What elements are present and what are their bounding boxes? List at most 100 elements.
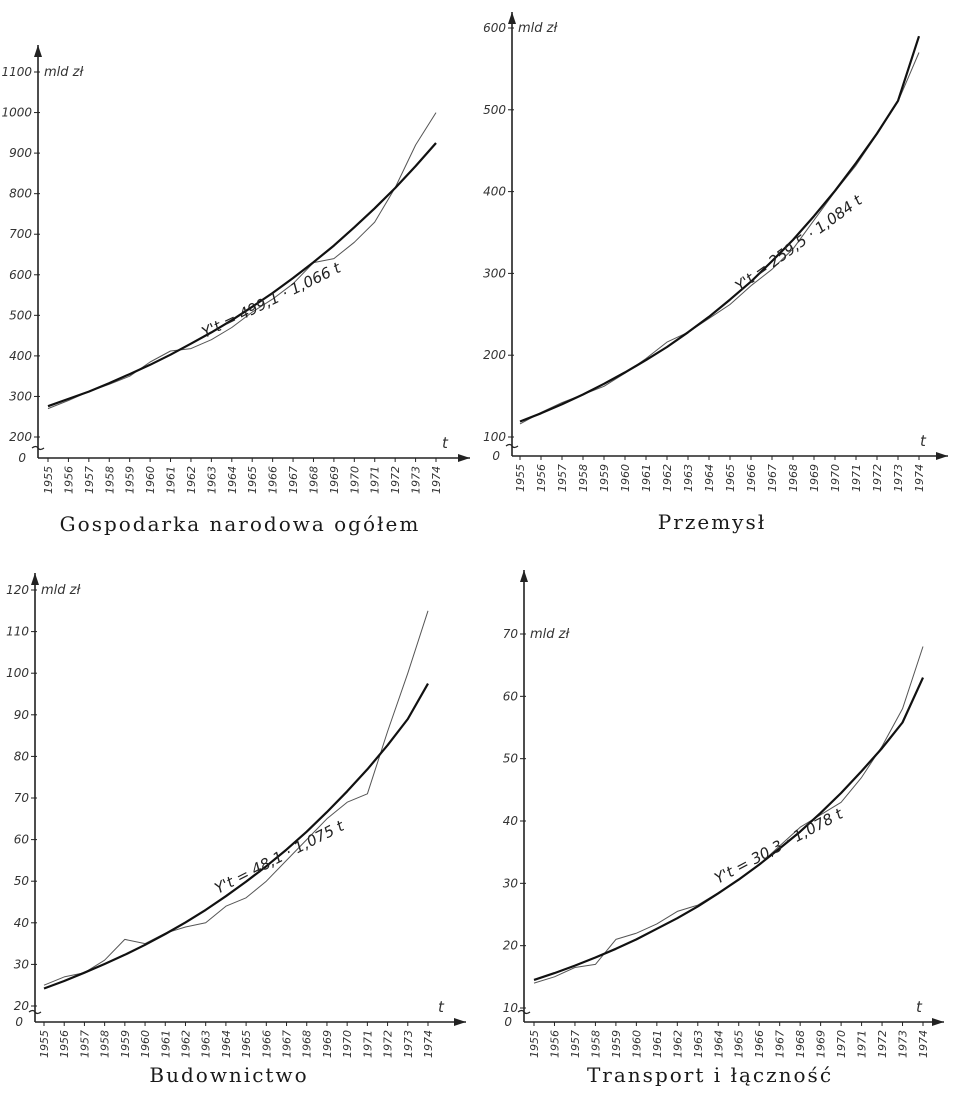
- x-tick-label: 1966: [260, 1030, 273, 1058]
- x-tick-label: 1962: [661, 464, 674, 492]
- x-tick-label: 1973: [410, 466, 423, 494]
- x-tick-label: 1968: [307, 466, 320, 494]
- chart-caption: Gospodarka narodowa ogółem: [59, 512, 421, 536]
- x-tick-label: 1957: [556, 464, 569, 492]
- y-axis-arrow: [31, 573, 39, 585]
- y-tick-label: 60: [503, 689, 519, 703]
- x-tick-label: 1960: [144, 466, 157, 494]
- y-tick-label: 400: [483, 185, 506, 199]
- x-tick-label: 1958: [99, 1030, 112, 1058]
- y-tick-label: 1100: [1, 65, 32, 79]
- x-tick-label: 1959: [598, 464, 611, 492]
- y-tick-label: 50: [14, 874, 30, 888]
- x-tick-label: 1971: [361, 1030, 374, 1058]
- x-axis-label: t: [438, 998, 445, 1016]
- x-tick-label: 1970: [829, 464, 842, 492]
- y-tick-label: 120: [6, 583, 29, 597]
- x-tick-label: 1970: [341, 1030, 354, 1058]
- y-tick-label: 800: [9, 187, 32, 201]
- zero-label: 0: [15, 1015, 23, 1029]
- y-tick-label: 100: [483, 430, 506, 444]
- x-axis-label: t: [920, 432, 927, 450]
- chart-budownictwo: 0 20 30 40 50 60 70 80 90 100 110 120 mld zł t 1955 195…: [6, 573, 466, 1058]
- series-actual-line: [47, 112, 437, 410]
- trend-formula: Y't = 499,1 · 1,066 t: [199, 258, 345, 341]
- y-tick-label: 900: [9, 146, 32, 160]
- unit-label: mld zł: [41, 583, 81, 598]
- chart-panel-3: 0 20 30 40 50 60 70 80 90 100 110 120 mld zł t 1955 195…: [0, 548, 478, 1096]
- x-tick-label: 1962: [179, 1030, 192, 1058]
- x-tick-label: 1966: [753, 1030, 766, 1058]
- trend-formula: Y't = 30,3 · 1,078 t: [711, 804, 846, 887]
- x-tick-label: 1959: [610, 1030, 623, 1058]
- x-tick-label: 1957: [78, 1030, 91, 1058]
- x-tick-label: 1965: [733, 1030, 746, 1058]
- y-tick-label: 300: [483, 266, 506, 280]
- series-trend-line: [47, 142, 437, 408]
- x-tick-label: 1969: [321, 1030, 334, 1058]
- x-tick-label: 1961: [640, 464, 653, 492]
- x-tick-label: 1972: [876, 1030, 889, 1058]
- x-tick-label: 1973: [897, 1030, 910, 1058]
- x-tick-label: 1963: [200, 1030, 213, 1058]
- x-tick-label: 1966: [745, 464, 758, 492]
- x-tick-label: 1966: [267, 466, 280, 494]
- x-tick-label: 1961: [165, 466, 178, 494]
- chart-caption: Przemysł: [657, 510, 767, 534]
- y-tick-label: 200: [483, 348, 506, 362]
- series-actual-line: [519, 52, 920, 425]
- y-tick-label: 400: [9, 349, 32, 363]
- x-tick-label: 1972: [871, 464, 884, 492]
- chart-panel-4: 0 10 20 30 40 50 60 70 mld zł t 1955 1956 1957 1958 19…: [478, 548, 957, 1096]
- y-tick-label: 70: [503, 627, 519, 641]
- x-tick-label: 1974: [422, 1030, 435, 1058]
- x-axis-arrow: [932, 1018, 944, 1026]
- x-tick-label: 1955: [514, 464, 527, 492]
- x-tick-label: 1965: [240, 1030, 253, 1058]
- x-tick-label: 1955: [38, 1030, 51, 1058]
- x-tick-label: 1964: [712, 1030, 725, 1058]
- x-tick-label: 1955: [42, 466, 55, 494]
- trend-formula: Y't = 48,1 · 1,075 t: [212, 816, 348, 897]
- x-tick-label: 1972: [382, 1030, 395, 1058]
- y-tick-label: 20: [503, 939, 519, 953]
- x-tick-label: 1973: [402, 1030, 415, 1058]
- x-tick-label: 1970: [348, 466, 361, 494]
- y-axis-arrow: [520, 570, 528, 582]
- x-tick-label: 1967: [766, 464, 779, 492]
- y-tick-label: 600: [9, 268, 32, 282]
- y-tick-label: 40: [503, 814, 519, 828]
- x-tick-label: 1956: [535, 464, 548, 492]
- x-tick-label: 1955: [528, 1030, 541, 1058]
- y-tick-label: 50: [503, 752, 519, 766]
- series-trend-line: [533, 677, 925, 981]
- unit-label: mld zł: [44, 65, 84, 80]
- y-tick-label: 110: [6, 625, 29, 639]
- x-tick-label: 1969: [328, 466, 341, 494]
- x-tick-label: 1958: [589, 1030, 602, 1058]
- y-tick-label: 70: [14, 791, 30, 805]
- x-tick-label: 1956: [548, 1030, 561, 1058]
- x-tick-label: 1958: [103, 466, 116, 494]
- x-tick-label: 1963: [692, 1030, 705, 1058]
- y-axis-arrow: [34, 45, 42, 57]
- unit-label: mld zł: [518, 21, 558, 36]
- x-tick-label: 1964: [226, 466, 239, 494]
- y-tick-label: 200: [9, 430, 32, 444]
- x-tick-label: 1974: [430, 466, 443, 494]
- chart-caption: Budownictwo: [149, 1063, 309, 1087]
- x-tick-label: 1968: [794, 1030, 807, 1058]
- x-tick-label: 1971: [850, 464, 863, 492]
- x-tick-label: 1960: [619, 464, 632, 492]
- x-tick-label: 1965: [246, 466, 259, 494]
- x-tick-label: 1956: [58, 1030, 71, 1058]
- y-tick-label: 500: [9, 308, 32, 322]
- unit-label: mld zł: [530, 627, 570, 642]
- x-tick-label: 1969: [808, 464, 821, 492]
- x-tick-label: 1963: [682, 464, 695, 492]
- axis-break: [517, 1009, 531, 1015]
- x-axis-arrow: [458, 454, 470, 462]
- chart-caption: Transport i łączność: [586, 1063, 834, 1087]
- x-tick-label: 1970: [835, 1030, 848, 1058]
- x-tick-label: 1959: [124, 466, 137, 494]
